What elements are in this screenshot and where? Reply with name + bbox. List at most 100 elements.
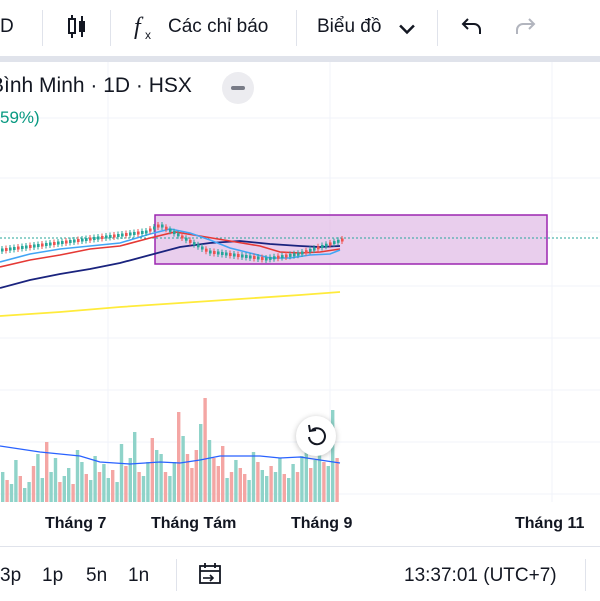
volume-bar [58,482,62,502]
candle-body [257,256,260,260]
chart-menu-button[interactable]: Biểu đồ [317,16,382,37]
volume-bar [238,468,242,502]
volume-bar [229,472,234,502]
volume-bar [326,466,330,502]
candle-body [45,243,48,246]
candle-body [173,231,176,235]
range-button[interactable]: 1p [42,565,64,586]
volume-ma-line [0,445,341,465]
volume-bar [141,476,146,502]
candle-body [293,253,296,257]
clock-display[interactable]: 13:37:01 (UTC+7) [404,565,557,586]
volume-bar [177,412,181,502]
volume-bar [67,468,71,502]
candle-body [241,254,244,258]
candle-body [209,250,212,254]
range-button[interactable]: 3p [0,565,22,586]
candle-body [153,226,156,230]
volume-bar [150,438,154,502]
candle-body [285,254,288,258]
collapse-legend-button[interactable] [222,72,254,104]
candle-body [133,232,136,235]
candle-body [193,242,196,246]
volume-bar [155,450,159,502]
toolbar-divider [585,559,586,591]
volume-bar [49,472,53,502]
top-toolbar: D f x Các chỉ báo Biểu đồ [0,0,600,56]
candle-body [105,235,108,239]
reset-chart-button[interactable] [296,416,336,456]
volume-bar [163,472,168,502]
candle-body [69,240,72,243]
volume-bar [225,478,229,502]
volume-bar [45,442,49,502]
volume-bar [278,458,282,502]
fx-icon[interactable]: f x [130,12,160,42]
candle-body [109,235,112,238]
candle-body [61,241,64,244]
candle-body [117,234,120,237]
interval-button[interactable]: D [0,16,14,37]
candle-body [33,244,36,248]
price-chart[interactable] [0,62,600,502]
volume-bar [159,454,163,502]
indicators-button[interactable]: Các chỉ báo [168,16,269,37]
volume-bar [212,458,216,502]
volume-bar [53,458,58,502]
candle-body [265,257,268,261]
candle-body [229,253,232,256]
volume-bar [31,466,36,502]
candles-icon[interactable] [62,12,92,42]
toolbar-divider [437,10,438,46]
candle-body [25,245,28,249]
ma-light-blue-line [0,228,341,263]
redo-icon[interactable] [511,12,541,42]
bottom-toolbar: 3p 1p 5n 1n 13:37:01 (UTC+7) [0,546,600,601]
candle-body [149,228,152,232]
candle-body [13,247,16,250]
candle-body [273,256,276,260]
volume-bar [128,458,132,502]
candle-body [165,226,168,230]
volume-bar [89,480,93,502]
range-button[interactable]: 1n [128,565,150,586]
candle-body [97,236,100,240]
volume-bar [335,458,339,502]
time-axis-label: Tháng Tám [151,515,237,532]
volume-bar [300,456,304,502]
candle-body [313,247,316,251]
candle-body [177,233,180,237]
candle-body [17,246,20,250]
volume-bar [256,462,260,502]
volume-bar [1,472,5,502]
svg-text:x: x [145,28,151,42]
candle-body [233,253,236,257]
candle-body [101,236,104,239]
candle-body [225,252,228,256]
candle-body [5,248,8,251]
date-range-icon[interactable] [196,559,226,589]
volume-bar [168,476,172,502]
volume-bar [18,476,22,502]
candle-body [301,251,304,255]
candle-body [185,237,188,241]
volume-bar [137,472,141,502]
candle-body [53,242,56,245]
undo-icon[interactable] [456,12,486,42]
range-button[interactable]: 5n [86,565,108,586]
volume-bar [309,468,313,502]
candle-body [213,251,216,254]
volume-bar [36,454,40,502]
volume-bar [269,466,273,502]
volume-bar [313,460,317,502]
candle-body [317,246,320,250]
minus-icon [231,86,245,90]
volume-bar [216,466,220,502]
svg-text:f: f [134,14,144,40]
candle-body [21,246,24,249]
toolbar-divider [110,10,111,46]
candle-body [113,234,116,238]
candle-body [49,242,52,246]
chevron-down-icon[interactable] [392,14,422,44]
candle-body [253,256,256,259]
